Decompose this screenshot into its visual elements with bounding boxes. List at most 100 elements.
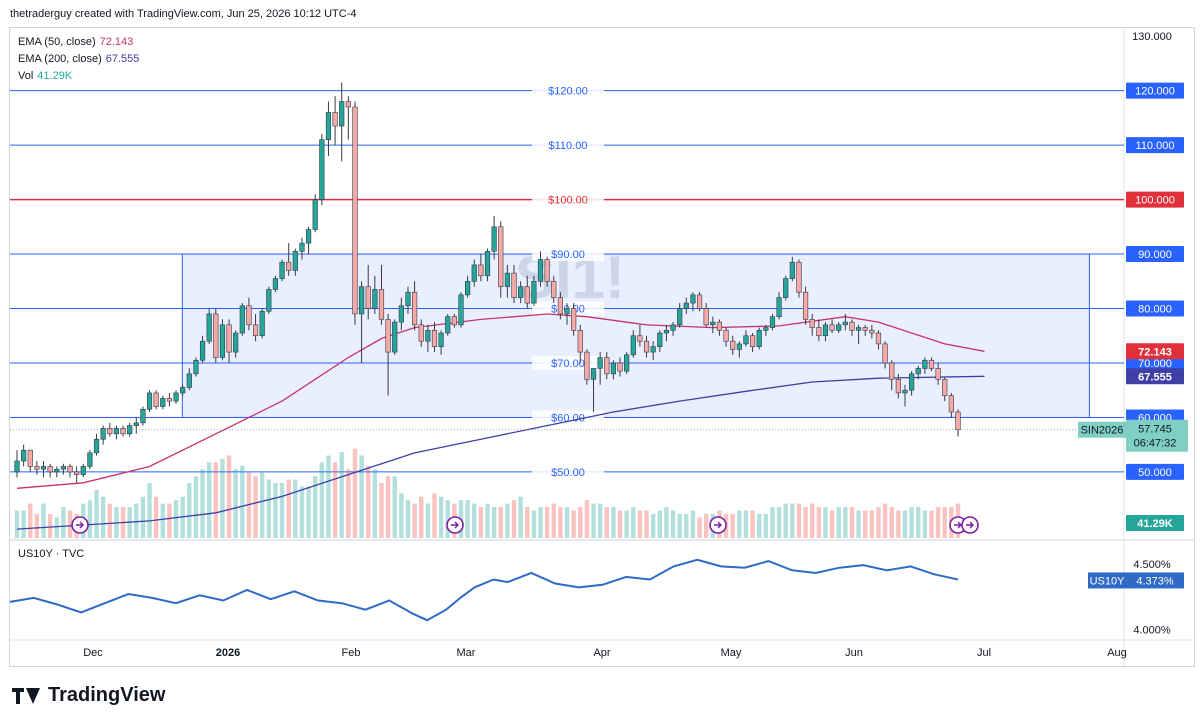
candle-body <box>286 261 292 271</box>
candle-body <box>100 428 106 440</box>
ema200-line <box>16 375 985 530</box>
volume-bar <box>94 489 99 538</box>
candle-body <box>677 308 683 326</box>
level-label-100: $100.00 <box>548 195 588 207</box>
volume-bar <box>829 510 835 538</box>
tradingview-brand[interactable]: TradingView <box>12 684 165 707</box>
volume-bar <box>472 503 477 538</box>
volume-bar <box>922 510 928 538</box>
volume-bar <box>856 510 861 538</box>
volume-bar <box>491 507 497 538</box>
volume-bar <box>650 513 656 538</box>
candle-body <box>902 389 908 394</box>
volume-bar <box>21 510 26 538</box>
level-tag-110: 110.000 <box>1136 140 1175 152</box>
y-tick-label: 130.000 <box>1132 31 1172 43</box>
candle-body <box>776 297 782 317</box>
ema-price-tag: 67.555 <box>1138 371 1172 383</box>
us10y-pane-title: US10Y · TVC <box>18 548 85 560</box>
candle-body <box>233 332 239 353</box>
event-marker-arrow-icon <box>714 521 722 529</box>
candle-body <box>305 229 312 244</box>
volume-bar <box>34 513 40 538</box>
x-tick-label: Jul <box>977 647 991 659</box>
volume-bar <box>405 500 411 538</box>
level-tag-100: 100.000 <box>1135 195 1175 207</box>
tradingview-logo-icon <box>12 686 42 706</box>
candle-body <box>113 428 120 435</box>
candle-body <box>93 438 100 454</box>
candle-body <box>266 289 272 312</box>
candle-body <box>564 308 570 315</box>
candle-body <box>942 379 948 396</box>
volume-bar <box>100 496 106 538</box>
candle-body <box>637 335 643 342</box>
candle-body <box>292 251 298 271</box>
candle-body <box>252 324 259 337</box>
volume-bar <box>87 500 93 538</box>
volume-bar <box>14 510 20 538</box>
candle-body <box>557 297 563 315</box>
candle-body <box>312 199 318 230</box>
legend-ema200: EMA (200, close) 67.555 <box>18 53 139 65</box>
candle-body <box>471 264 477 282</box>
volume-bar <box>770 507 775 538</box>
volume-bar <box>346 469 351 538</box>
volume-bar <box>617 510 623 538</box>
candle-body <box>372 289 378 309</box>
x-tick-label: Aug <box>1107 647 1127 659</box>
volume-bar <box>28 503 33 538</box>
volume-bar <box>107 503 112 538</box>
volume-bar <box>558 507 563 538</box>
chart-frame[interactable] <box>9 27 1195 667</box>
candle-body <box>498 226 504 288</box>
volume-bar <box>498 507 503 538</box>
candle-body <box>862 327 868 331</box>
x-tick-label: 2026 <box>216 647 240 659</box>
volume-bar <box>823 507 828 538</box>
volume-bar <box>392 476 397 538</box>
x-tick-label: Mar <box>457 647 476 659</box>
volume-bar <box>564 507 570 538</box>
candle-body <box>889 362 895 380</box>
volume-bar <box>478 507 484 538</box>
legend-ema200-label: EMA (200, close) <box>18 53 102 65</box>
volume-bar <box>942 507 947 538</box>
volume-bar <box>332 462 338 538</box>
volume-bar <box>299 486 305 538</box>
volume-bar <box>670 510 676 538</box>
volume-bar <box>246 472 252 538</box>
candle-body <box>226 324 232 353</box>
candle-body <box>127 425 133 435</box>
candle-body <box>624 354 630 372</box>
ema-price-tag-bg <box>1126 343 1184 360</box>
candle-body <box>365 286 371 309</box>
candle-body <box>836 324 842 331</box>
candle-body <box>875 332 882 345</box>
volume-bar <box>916 507 921 538</box>
volume-bar <box>810 503 815 538</box>
volume-bar <box>41 503 46 538</box>
event-marker-arrow-icon <box>966 521 974 529</box>
candle-body <box>67 466 73 473</box>
candle-body <box>438 332 444 347</box>
candle-body <box>74 471 80 475</box>
candle-body <box>789 261 795 279</box>
candle-body <box>590 368 597 380</box>
volume-bar <box>266 479 272 538</box>
volume-bar <box>511 500 517 538</box>
candle-body <box>40 466 47 470</box>
volume-bar <box>233 469 238 538</box>
level-tag-bg-80 <box>1126 300 1184 317</box>
volume-bar <box>803 507 808 538</box>
candle-body <box>703 308 709 326</box>
volume-bar <box>578 507 583 538</box>
level-label-50: $50.00 <box>551 467 585 479</box>
volume-bar <box>319 462 325 538</box>
candle-body <box>710 321 716 326</box>
volume-bar <box>200 469 205 538</box>
candle-body <box>458 294 464 326</box>
level-tag-90: 90.000 <box>1138 249 1172 261</box>
candle-body <box>769 316 776 328</box>
